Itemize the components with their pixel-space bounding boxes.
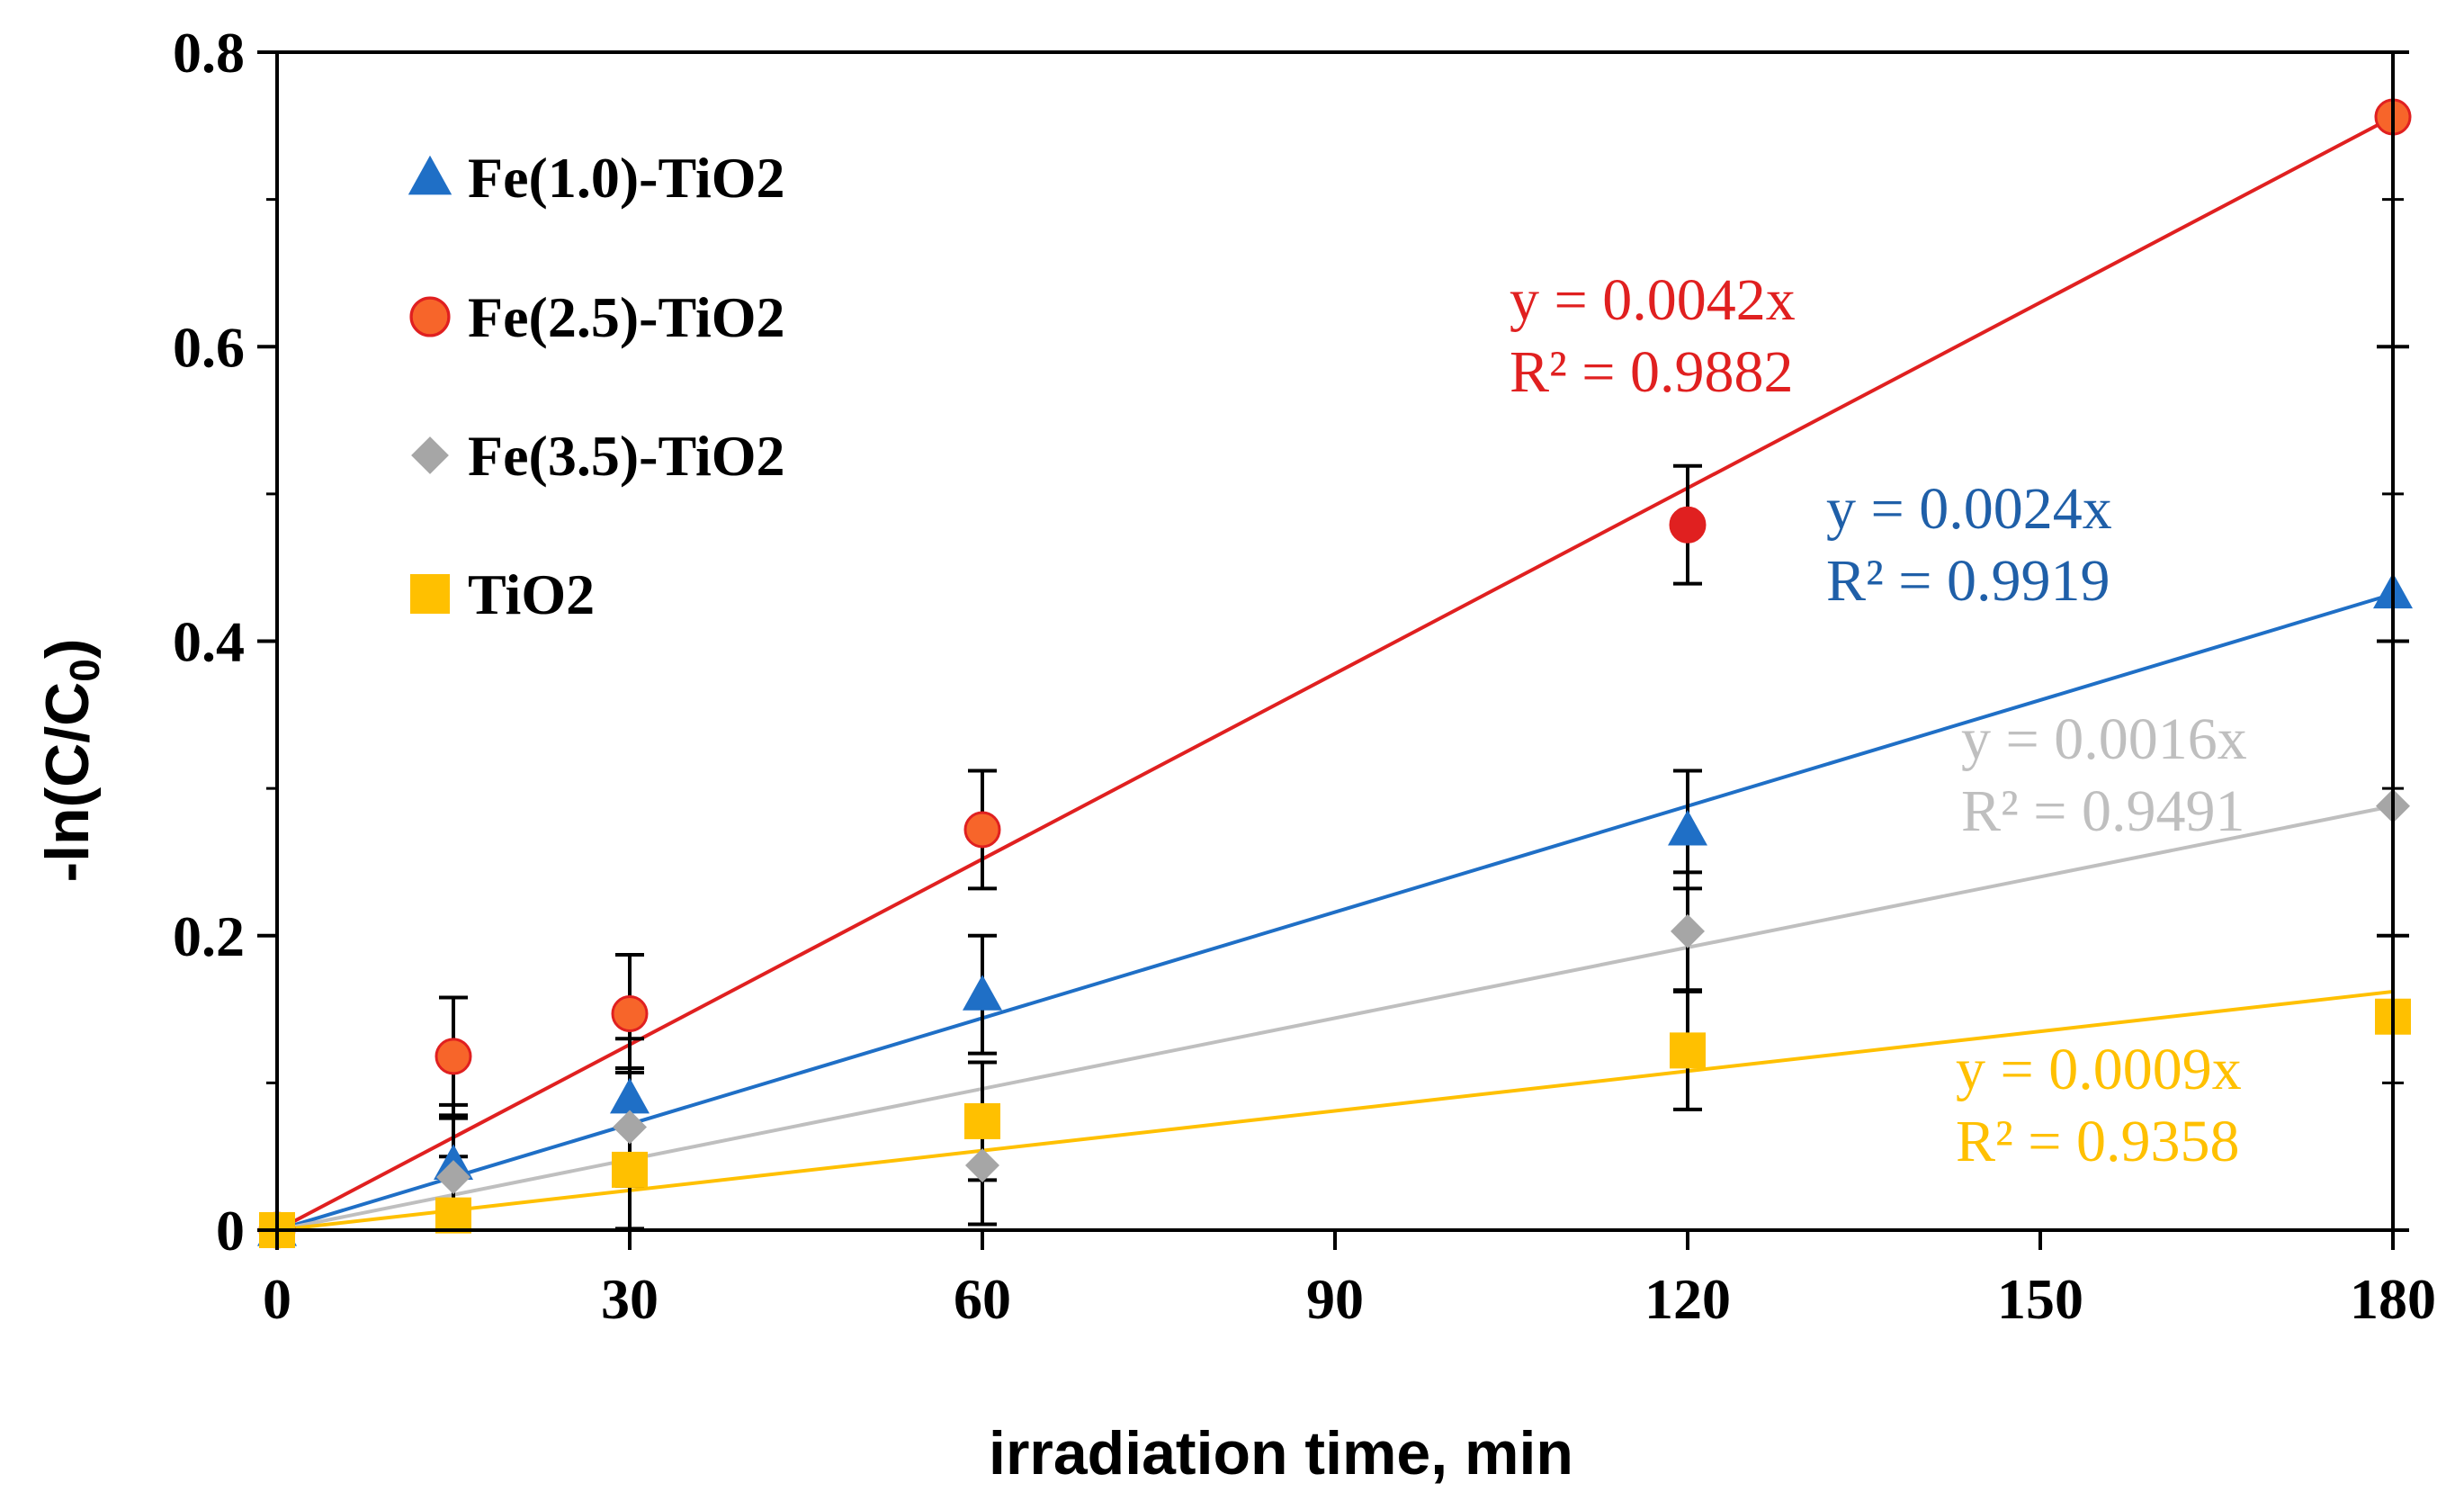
- data-point-tio2: [435, 1197, 471, 1234]
- legend-label-tio2: TiO2: [468, 562, 595, 626]
- data-point-tio2: [964, 1102, 1000, 1139]
- equation-r2: R² = 0.9919: [1826, 548, 2110, 614]
- equation-line: y = 0.0042x: [1510, 267, 1796, 333]
- x-tick-label: 180: [2350, 1267, 2436, 1331]
- x-tick-label: 90: [1306, 1267, 1364, 1331]
- tick-labels: 0 0.2 0.4 0.6 0.8 0 30 60 90 120 150 180: [173, 21, 2436, 1331]
- legend-item-fe-2-5-tio2: Fe(2.5)-TiO2: [409, 285, 785, 349]
- equation-line: y = 0.0016x: [1961, 706, 2247, 772]
- data-point-fe-2-5-tio2: [611, 994, 649, 1032]
- legend-item-tio2: TiO2: [410, 562, 595, 626]
- legend-item-fe-3-5-tio2: Fe(3.5)-TiO2: [411, 424, 785, 488]
- x-tick-label: 0: [263, 1267, 291, 1331]
- y-tick-label: 0.4: [173, 610, 245, 674]
- equation-line: y = 0.0024x: [1826, 476, 2112, 542]
- equation-r2: R² = 0.9491: [1961, 778, 2245, 844]
- axes: [257, 50, 2409, 1250]
- data-point-fe-3-5-tio2: [965, 1148, 999, 1183]
- legend-marker-fe-2-5-tio2: [409, 296, 451, 337]
- x-axis-title: irradiation time, min: [989, 1419, 1573, 1488]
- x-tick-label: 60: [954, 1267, 1011, 1331]
- legend-label-fe-1-0-tio2: Fe(1.0)-TiO2: [468, 146, 785, 210]
- x-tick-label: 30: [601, 1267, 659, 1331]
- x-tick-label: 120: [1644, 1267, 1731, 1331]
- equation-tio2: y = 0.0009x R² = 0.9358: [1956, 1037, 2242, 1174]
- data-point-fe-3-5-tio2: [613, 1110, 647, 1145]
- data-point-fe-2-5-tio2: [963, 811, 1001, 849]
- legend-marker-fe-3-5-tio2: [411, 436, 449, 474]
- y-tick-label: 0.6: [173, 315, 245, 379]
- legend-label-fe-2-5-tio2: Fe(2.5)-TiO2: [468, 285, 785, 349]
- data-point-fe-1-0-tio2: [963, 975, 1002, 1011]
- legend-marker-fe-1-0-tio2: [408, 155, 452, 195]
- data-point-fe-2-5-tio2: [1669, 506, 1707, 544]
- equation-r2: R² = 0.9358: [1956, 1109, 2240, 1174]
- legend-label-fe-3-5-tio2: Fe(3.5)-TiO2: [468, 424, 785, 488]
- data-point-fe-1-0-tio2: [610, 1077, 650, 1114]
- x-tick-label: 150: [1997, 1267, 2083, 1331]
- equation-r2: R² = 0.9882: [1510, 339, 1794, 405]
- legend-item-fe-1-0-tio2: Fe(1.0)-TiO2: [408, 146, 785, 210]
- data-point-tio2: [612, 1151, 648, 1188]
- legend: Fe(1.0)-TiO2 Fe(2.5)-TiO2 Fe(3.5)-TiO2 TiO2: [408, 146, 785, 626]
- data-point-fe-3-5-tio2: [1671, 913, 1705, 948]
- y-axis-title-close: ): [33, 638, 102, 659]
- data-point-fe-2-5-tio2: [435, 1038, 472, 1075]
- equation-line: y = 0.0009x: [1956, 1037, 2242, 1102]
- y-tick-label: 0.8: [173, 21, 245, 85]
- y-axis-title-subscript: 0: [61, 659, 108, 682]
- y-tick-label: 0: [216, 1199, 245, 1263]
- y-tick-label: 0.2: [173, 904, 245, 968]
- data-point-fe-3-5-tio2: [436, 1160, 470, 1195]
- data-point-fe-1-0-tio2: [1668, 809, 1707, 846]
- data-point-tio2: [1670, 1032, 1706, 1069]
- y-axis-title: -ln(C/C0): [33, 638, 108, 882]
- legend-marker-tio2: [410, 574, 450, 614]
- y-axis-title-main: -ln(C/C: [33, 682, 102, 883]
